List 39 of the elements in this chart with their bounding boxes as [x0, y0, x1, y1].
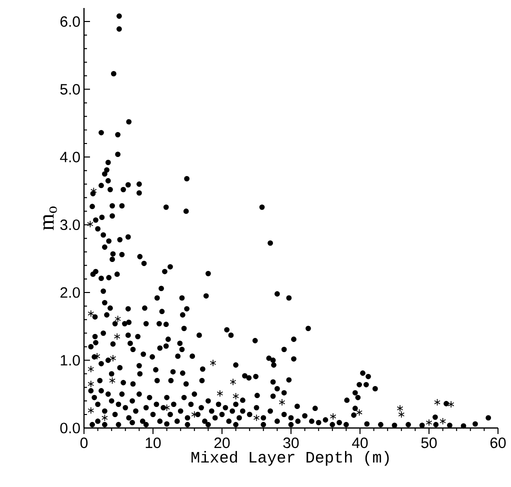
x-tick-label: 10: [146, 438, 161, 448]
x-tick-label: 20: [214, 438, 230, 448]
point: [356, 408, 362, 416]
y-tick-label: 1.0: [60, 354, 80, 366]
point: [88, 310, 94, 318]
point: [87, 220, 94, 228]
point: [448, 400, 454, 408]
x-tick-label: 60: [490, 438, 506, 448]
x-axis-title: Mixed Layer Depth (m): [192, 450, 389, 466]
y-tick-label: 5.0: [60, 84, 80, 95]
point: [330, 412, 336, 420]
x-tick-label: 50: [421, 438, 437, 448]
point: [114, 332, 120, 340]
y-tick-label: 0.0: [60, 422, 80, 434]
y-tick-label: 4.0: [60, 152, 80, 162]
point: [88, 406, 94, 414]
point: [94, 352, 100, 360]
x-tick-label: 0: [80, 438, 88, 448]
point: [440, 418, 446, 425]
y-axis-title: m$_{o}$: [43, 206, 57, 230]
y-tick-label: 2.0: [60, 287, 80, 298]
point: [114, 315, 121, 323]
point: [278, 398, 286, 406]
point: [88, 380, 94, 388]
point: [253, 414, 260, 422]
x-tick-label: 40: [352, 438, 368, 448]
point: [109, 376, 116, 384]
point: [216, 390, 224, 398]
point: [232, 392, 239, 400]
point: [210, 359, 216, 367]
point: [88, 365, 94, 373]
point: [230, 378, 236, 386]
x-tick-label: 30: [283, 438, 299, 448]
point: [110, 354, 116, 362]
point: [434, 398, 440, 406]
point: [102, 414, 108, 422]
y-tick-label: 3.0: [60, 219, 80, 230]
point: [426, 418, 432, 426]
y-tick-label: 6.0: [60, 16, 80, 27]
